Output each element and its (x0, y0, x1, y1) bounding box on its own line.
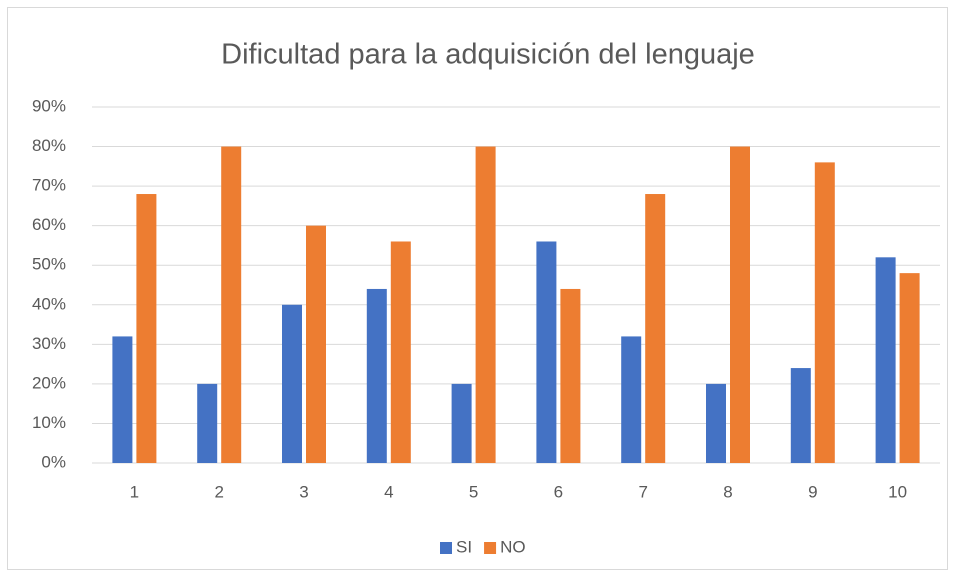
y-tick-label: 0% (41, 452, 66, 471)
chart-title: Dificultad para la adquisición del lengu… (221, 39, 755, 71)
bar (790, 368, 811, 463)
legend-swatch (440, 542, 452, 554)
x-tick-label: 4 (384, 482, 393, 501)
y-tick-label: 90% (32, 96, 66, 115)
x-tick-label: 2 (214, 482, 223, 501)
bar (621, 336, 642, 463)
legend-label: SI (456, 537, 472, 556)
bar (536, 241, 557, 463)
bar (706, 383, 726, 463)
bar (221, 146, 242, 464)
bar (451, 383, 472, 463)
x-tick-label: 1 (130, 482, 139, 501)
y-tick-label: 40% (32, 294, 66, 313)
bar (560, 288, 581, 463)
x-tick-label: 6 (554, 482, 563, 501)
y-tick-label: 60% (32, 215, 66, 234)
x-tick-label: 9 (808, 482, 817, 501)
bar (390, 241, 411, 463)
bar (475, 146, 496, 464)
bar (112, 336, 133, 463)
bar (814, 162, 835, 463)
y-tick-label: 50% (32, 255, 66, 274)
bar (282, 304, 302, 463)
y-tick-label: 10% (32, 413, 66, 432)
bar (306, 225, 326, 463)
y-tick-label: 30% (32, 334, 66, 353)
bar (366, 288, 387, 463)
y-tick-label: 70% (32, 176, 66, 195)
x-tick-label: 5 (469, 482, 478, 501)
legend-swatch (484, 542, 497, 554)
bar (645, 194, 666, 463)
x-tick-label: 8 (723, 482, 732, 501)
x-tick-label: 10 (888, 482, 907, 501)
bar (197, 383, 218, 463)
legend-label: NO (500, 537, 526, 556)
bar (730, 146, 750, 464)
bar (899, 273, 920, 463)
y-tick-label: 20% (32, 373, 66, 392)
x-tick-label: 7 (638, 482, 647, 501)
bar (875, 257, 896, 463)
bar (136, 194, 157, 463)
y-tick-label: 80% (32, 136, 66, 155)
x-tick-label: 3 (299, 482, 308, 501)
